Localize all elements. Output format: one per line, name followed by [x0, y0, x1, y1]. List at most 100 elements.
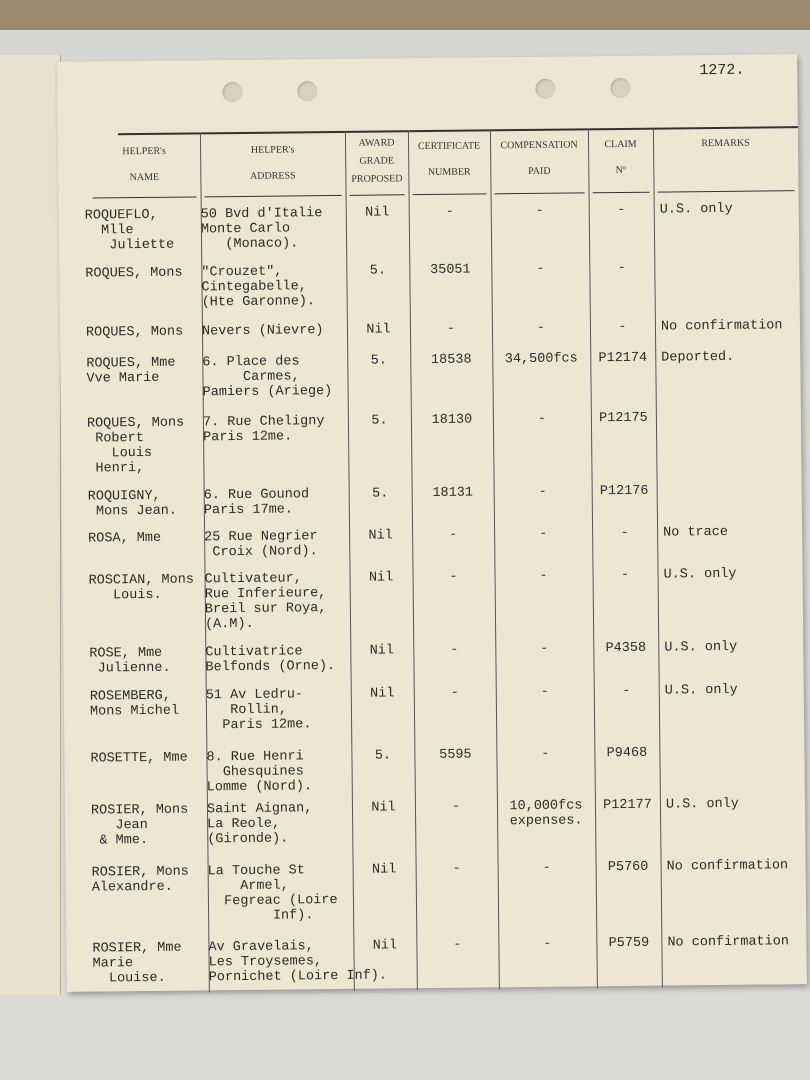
compensation-cell: 10,000fcs expenses.: [509, 798, 583, 830]
document-sheet: 1272. HELPER's NAME HELPER's ADDRESS AWARD…: [57, 54, 807, 993]
certificate-cell: -: [449, 569, 458, 585]
remarks-cell: U.S. only: [664, 639, 738, 656]
address-cell: 25 Rue Negrier Croix (Nord).: [204, 529, 318, 561]
claim-cell: P12174: [598, 350, 648, 367]
column-header: CLAIM Nº: [604, 138, 637, 177]
certificate-cell: -: [446, 321, 456, 337]
remarks-cell: Deported.: [661, 349, 735, 366]
column-rule: [652, 127, 663, 988]
address-cell: Nevers (Nievre): [201, 323, 324, 340]
compensation-cell: -: [539, 568, 548, 584]
claim-cell: P4358: [605, 640, 647, 657]
header-rule: [592, 191, 650, 194]
grade-cell: Nil: [370, 686, 395, 702]
column-header: HELPER's ADDRESS: [250, 144, 296, 182]
compensation-cell: -: [538, 526, 548, 542]
grade-cell: Nil: [369, 643, 395, 659]
grade-cell: Nil: [371, 800, 396, 816]
address-cell: 6. Rue Gounod Paris 17me.: [203, 487, 310, 519]
certificate-cell: -: [450, 642, 459, 658]
address-cell: 8. Rue Henri Ghesquines Lomme (Nord).: [206, 749, 313, 796]
compensation-cell: 34,500fcs: [504, 351, 578, 368]
header-rule: [204, 194, 342, 198]
compensation-cell: -: [542, 860, 551, 876]
name-cell: ROQUIGNY, Mons Jean.: [87, 488, 178, 520]
column-header: HELPER's NAME: [122, 145, 166, 184]
compensation-cell: -: [537, 411, 547, 427]
column-header: COMPENSATION PAID: [500, 139, 578, 177]
remarks-cell: U.S. only: [663, 566, 737, 583]
name-cell: ROQUES, Mons: [85, 265, 183, 282]
header-rule: [349, 194, 405, 196]
name-cell: ROQUEFLO, Mlle Juliette: [84, 207, 175, 254]
address-cell: 6. Place des Carmes, Pamiers (Ariege): [202, 354, 333, 401]
remarks-cell: No confirmation: [666, 858, 789, 875]
remarks-cell: U.S. only: [664, 682, 738, 699]
remarks-cell: No confirmation: [667, 934, 790, 951]
under-sheets: [0, 55, 61, 995]
header-rule: [657, 190, 795, 193]
grade-cell: Nil: [366, 322, 391, 338]
compensation-cell: -: [536, 261, 545, 277]
name-cell: ROQUES, Mme Vve Marie: [86, 355, 176, 387]
name-cell: ROQUES, Mons: [85, 324, 184, 341]
claim-cell: P5760: [607, 859, 649, 876]
grade-cell: 5.: [371, 413, 388, 429]
compensation-cell: -: [535, 203, 544, 219]
claim-cell: -: [617, 202, 626, 219]
page-number: 1272.: [699, 61, 745, 80]
compensation-cell: -: [540, 684, 549, 700]
claim-cell: -: [620, 525, 629, 542]
punch-hole: [535, 78, 556, 99]
grade-cell: Nil: [368, 570, 394, 586]
name-cell: ROSIER, Mme Marie Louise.: [92, 940, 182, 987]
compensation-cell: -: [541, 746, 550, 762]
grade-cell: Nil: [365, 205, 390, 221]
name-cell: ROSEMBERG, Mons Michel: [89, 688, 180, 720]
address-cell: 50 Bvd d'Italie Monte Carlo (Monaco).: [200, 206, 323, 253]
grade-cell: 5.: [370, 353, 387, 369]
claim-cell: P5759: [608, 935, 650, 952]
claim-cell: P12175: [599, 410, 648, 427]
name-cell: ROSA, Mme: [88, 530, 162, 547]
address-cell: 7. Rue Cheligny Paris 12me.: [202, 414, 325, 446]
compensation-cell: -: [540, 641, 549, 657]
name-cell: ROSIER, Mons Alexandre.: [91, 864, 189, 896]
punch-hole: [222, 81, 243, 103]
remarks-cell: U.S. only: [659, 201, 733, 218]
grade-cell: 5.: [372, 486, 389, 502]
remarks-cell: No trace: [663, 524, 729, 541]
certificate-cell: 18538: [430, 352, 472, 369]
column-header: AWARD GRADE PROPOSED: [351, 137, 403, 185]
remarks-cell: No confirmation: [660, 318, 783, 335]
claim-cell: -: [622, 683, 631, 700]
certificate-cell: 18130: [431, 412, 473, 428]
compensation-cell: -: [543, 936, 552, 952]
claim-cell: -: [620, 567, 630, 584]
address-cell: 51 Av Ledru- Rollin, Paris 12me.: [205, 687, 312, 734]
grade-cell: Nil: [368, 528, 393, 544]
grade-cell: Nil: [372, 938, 398, 954]
certificate-cell: 35051: [430, 262, 471, 279]
header-rule: [412, 193, 487, 196]
name-cell: ROSETTE, Mme: [90, 750, 188, 767]
compensation-cell: -: [538, 484, 547, 500]
column-header: CERTIFICATE NUMBER: [417, 140, 481, 179]
header-rule: [92, 196, 197, 199]
certificate-cell: -: [452, 861, 461, 877]
claim-cell: P9468: [606, 745, 648, 762]
punch-hole: [297, 81, 318, 102]
name-cell: ROSIER, Mons Jean & Mme.: [90, 802, 189, 849]
address-cell: Cultivateur, Rue Inferieure, Breil sur R…: [204, 571, 327, 633]
remarks-cell: U.S. only: [665, 796, 739, 813]
certificate-cell: 5595: [439, 747, 472, 763]
claim-cell: P12177: [603, 797, 652, 814]
compensation-cell: -: [536, 320, 546, 336]
punch-hole: [610, 77, 631, 99]
name-cell: ROSCIAN, Mons Louis.: [88, 572, 194, 604]
certificate-cell: -: [453, 937, 462, 953]
claim-cell: -: [618, 319, 627, 336]
address-cell: Saint Aignan, La Reole, (Gironde).: [206, 801, 313, 848]
header-rule: [494, 192, 585, 195]
